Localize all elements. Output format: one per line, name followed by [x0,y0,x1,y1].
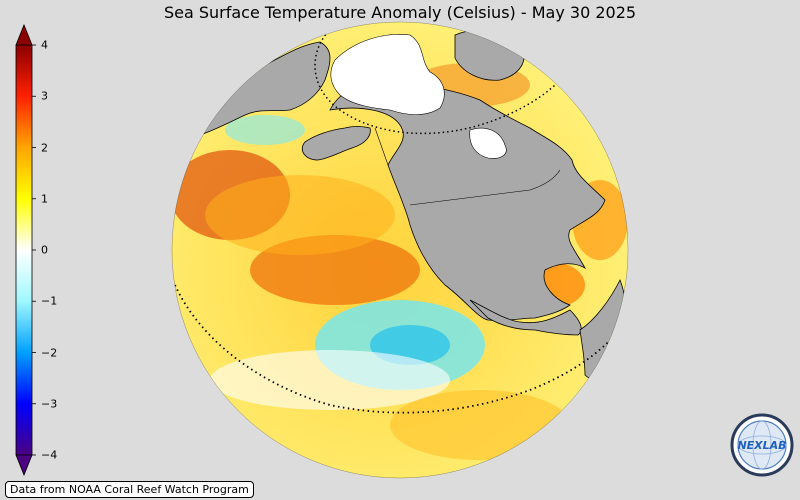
colorbar-tick-label: −2 [41,346,58,359]
us-canada-border [409,169,561,206]
near-zero-anomaly-south [210,350,450,410]
equator-line [174,284,628,414]
colorbar-tick-label: −3 [41,397,58,411]
alaska-land [301,126,371,161]
canadian-archipelago-water [469,127,507,159]
warm-anomaly-southern [390,390,570,460]
colorbar [15,23,36,477]
globe-outline [171,21,629,479]
mexico-central-america-land [469,299,582,336]
north-america-landmass [329,81,606,321]
alaska-border [374,127,389,166]
nexlab-globe-logo-icon: NEXLAB [730,413,794,477]
colorbar-tick-label: 0 [41,243,48,257]
cool-anomaly-bering [225,115,305,145]
data-source-note: Data from NOAA Coral Reef Watch Program [5,481,254,498]
logo-text: NEXLAB [737,439,786,452]
arctic-ice-region [330,34,445,115]
colorbar-tick-label: 3 [41,89,48,103]
colorbar-tick-label: −4 [41,448,58,462]
colorbar-tick-label: −1 [41,294,58,308]
colorbar-tick-label: 4 [41,38,48,52]
colorbar-tick-label: 1 [41,192,48,206]
colorbar-tick-label: 2 [41,141,48,154]
colorbar-min-extension [15,454,33,477]
page-title: Sea Surface Temperature Anomaly (Celsius… [163,3,637,22]
warm-anomaly-north-pacific [205,175,395,255]
